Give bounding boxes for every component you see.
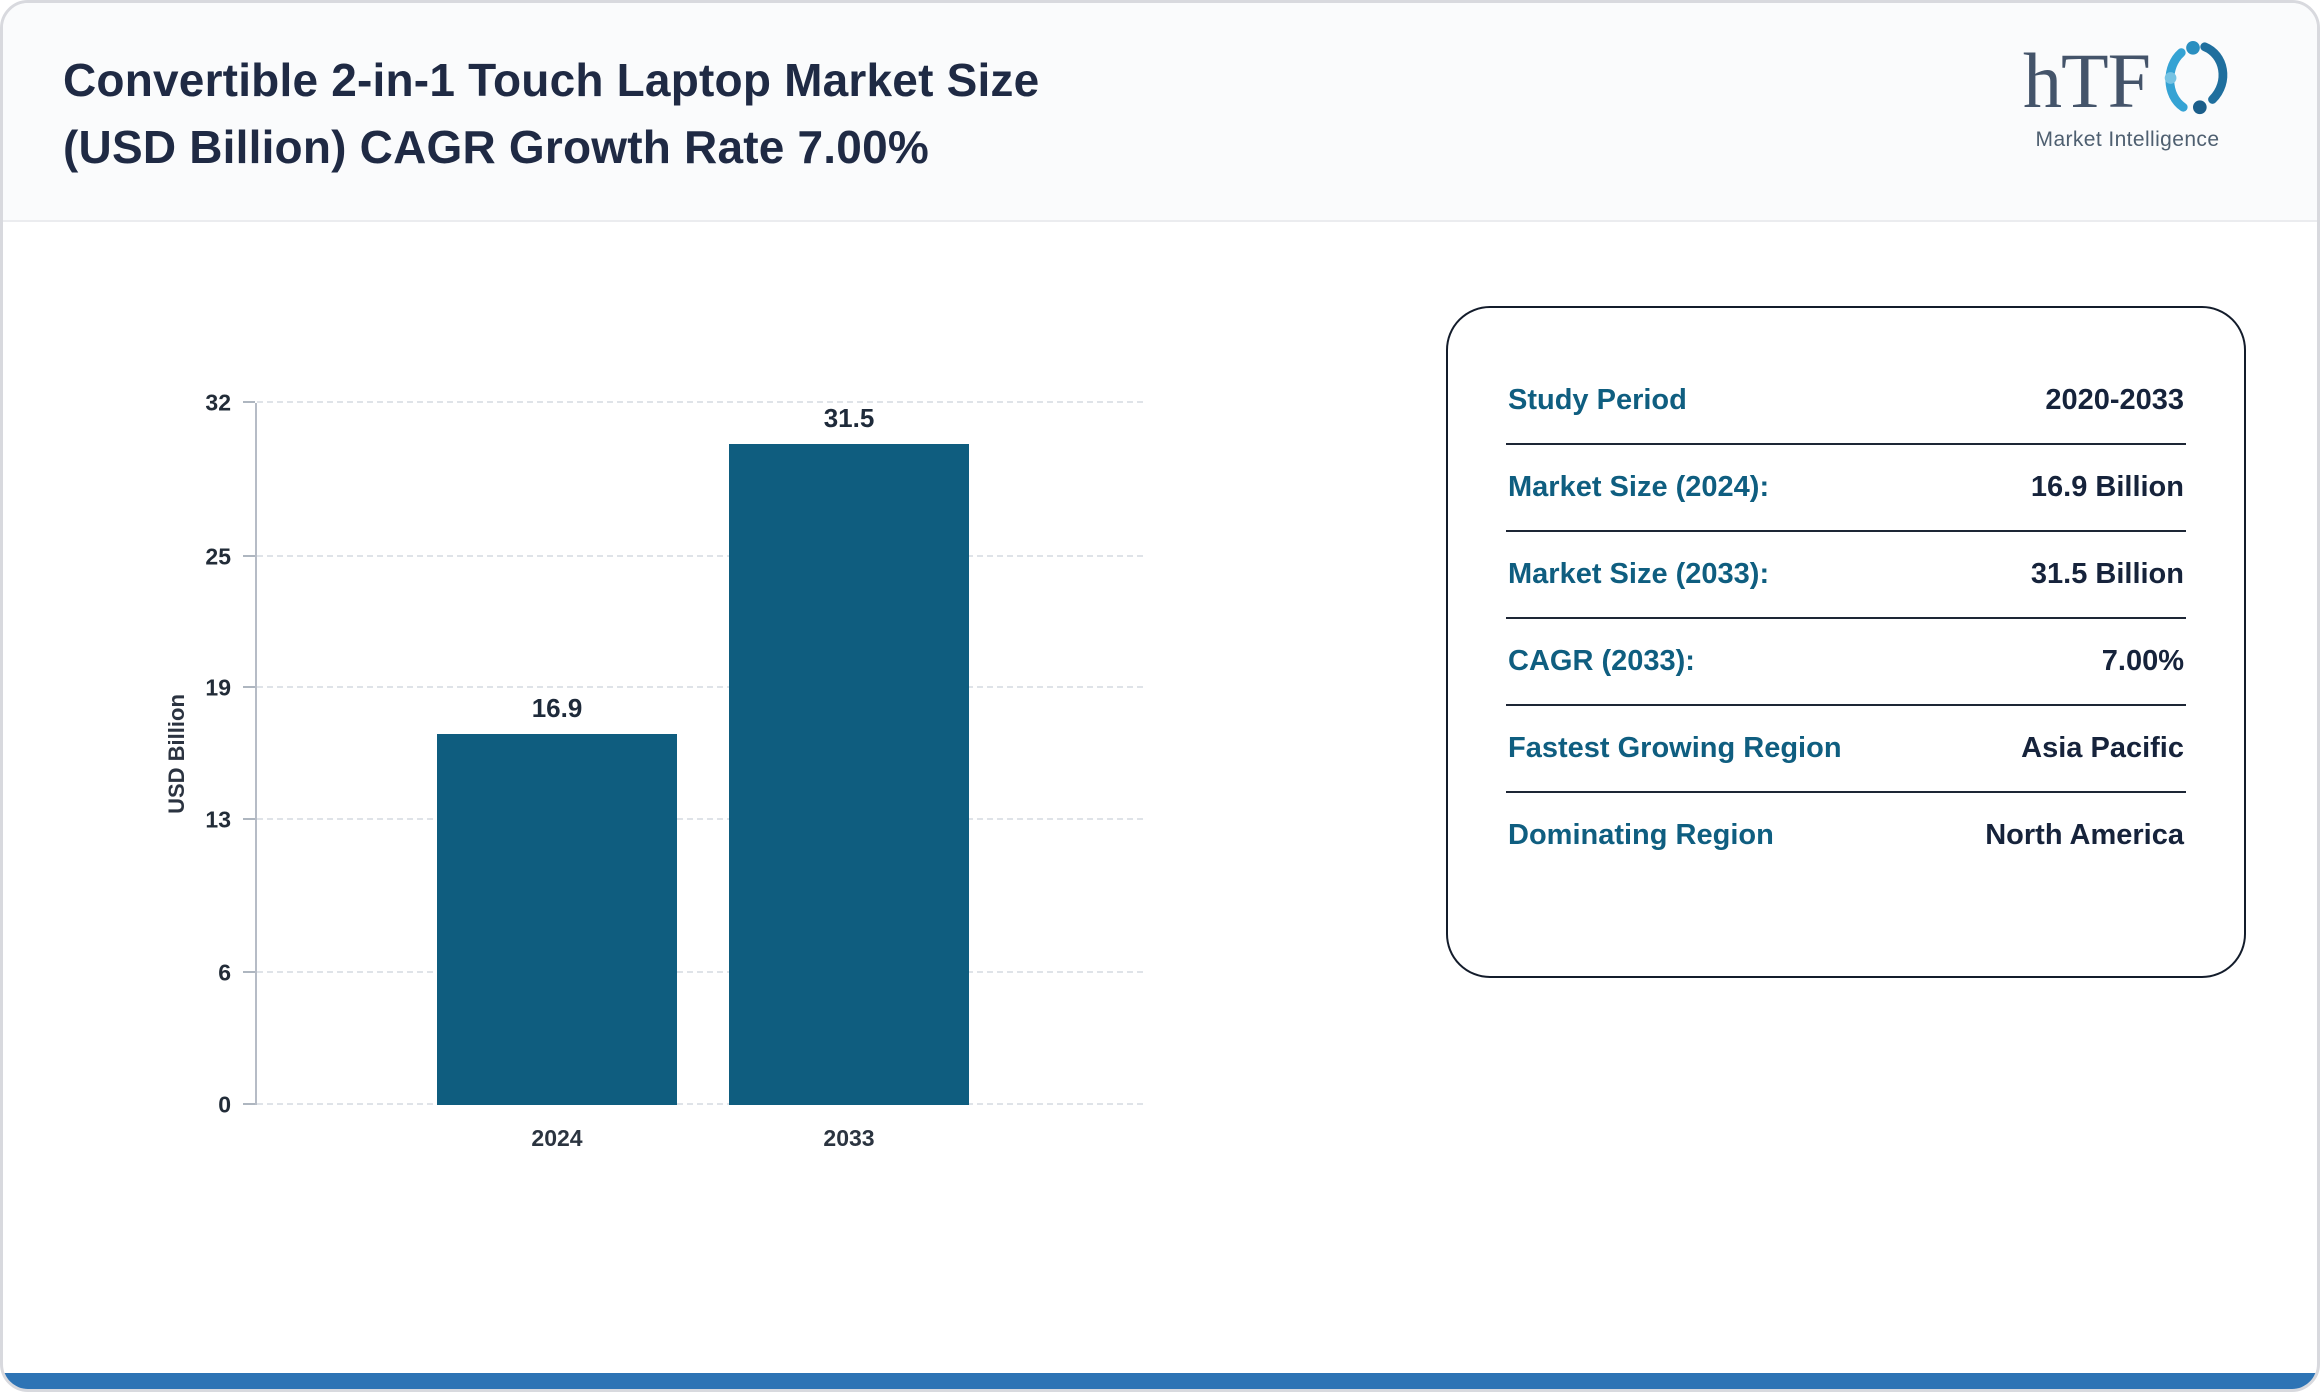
card-row-study-period: Study Period 2020-2033 <box>1506 358 2186 445</box>
x-category-label: 2024 <box>531 1125 583 1151</box>
y-tick-label: 6 <box>218 959 231 986</box>
y-tick-label: 13 <box>205 806 231 833</box>
htf-swoosh-icon <box>2154 37 2232 124</box>
gridline: 6 <box>218 960 1143 986</box>
bar-value-label: 31.5 <box>823 403 875 433</box>
y-tick-label: 32 <box>205 389 231 416</box>
gridline: 19 <box>205 675 1143 701</box>
card-value: North America <box>1985 819 2184 851</box>
header: Convertible 2-in-1 Touch Laptop Market S… <box>3 3 2317 222</box>
gridline: 32 <box>205 390 1143 416</box>
htf-logo-top: hTF <box>2023 37 2232 124</box>
bar <box>729 444 969 1105</box>
card-row-market-size-2033: Market Size (2033): 31.5 Billion <box>1506 532 2186 619</box>
card-label: Dominating Region <box>1508 819 1774 851</box>
summary-card: Study Period 2020-2033 Market Size (2024… <box>1446 306 2246 978</box>
gridline: 13 <box>205 806 1143 832</box>
x-category-label: 2033 <box>823 1125 875 1151</box>
page-title-line2: (USD Billion) CAGR Growth Rate 7.00% <box>63 120 929 173</box>
htf-logo: hTF Market Intelligence <box>2023 37 2232 152</box>
card-value: 7.00% <box>2101 645 2184 677</box>
y-axis-label: USD Billion <box>163 694 189 814</box>
card-row-fastest-growing-region: Fastest Growing Region Asia Pacific <box>1506 706 2186 793</box>
bar-column-2024: 16.9 2024 <box>437 403 677 1151</box>
bar-chart: USD Billion 0 6 13 19 25 32 16.9 2024 31.5 2033 <box>164 390 1143 1151</box>
htf-logo-subtext: Market Intelligence <box>2035 128 2220 151</box>
y-tick-label: 25 <box>205 543 231 570</box>
bar-column-2033: 31.5 2033 <box>729 403 969 1151</box>
gridline: 0 <box>218 1092 1143 1118</box>
y-tick-label: 0 <box>218 1091 231 1118</box>
card-row-dominating-region: Dominating Region North America <box>1506 793 2186 878</box>
page-title: Convertible 2-in-1 Touch Laptop Market S… <box>63 47 1513 180</box>
bars-group: 16.9 2024 31.5 2033 <box>257 403 1143 1151</box>
card-label: CAGR (2033): <box>1508 645 1695 677</box>
gridline: 25 <box>205 543 1143 569</box>
y-tick-label: 19 <box>205 674 231 701</box>
card-value: Asia Pacific <box>2021 732 2184 764</box>
card-row-market-size-2024: Market Size (2024): 16.9 Billion <box>1506 445 2186 532</box>
card-label: Market Size (2024): <box>1508 471 1770 503</box>
card-value: 2020-2033 <box>2045 384 2184 416</box>
bar <box>437 734 677 1105</box>
page-title-line1: Convertible 2-in-1 Touch Laptop Market S… <box>63 54 1040 106</box>
card-label: Market Size (2033): <box>1508 558 1770 590</box>
bar-value-label: 16.9 <box>531 693 583 724</box>
card-value: 31.5 Billion <box>2030 558 2184 590</box>
footer-accent-bar <box>3 1373 2317 1389</box>
card-label: Study Period <box>1508 384 1687 416</box>
card-label: Fastest Growing Region <box>1508 732 1842 764</box>
htf-logo-text: hTF <box>2022 36 2151 124</box>
card-row-cagr: CAGR (2033): 7.00% <box>1506 619 2186 706</box>
card-value: 16.9 Billion <box>2030 471 2184 503</box>
